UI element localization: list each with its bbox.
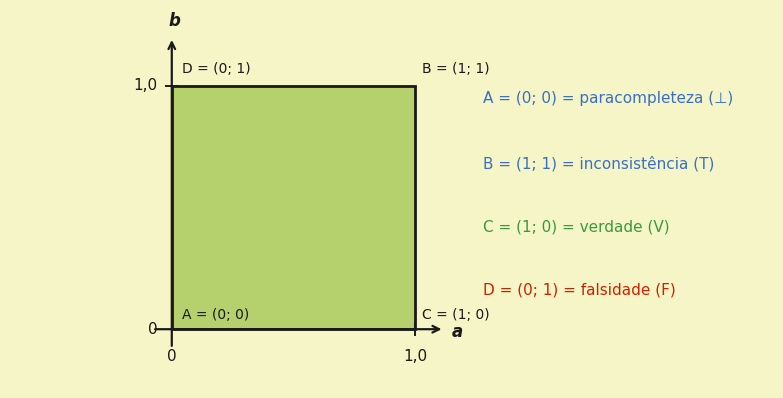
Bar bbox=[171, 86, 415, 329]
Text: b: b bbox=[168, 12, 180, 30]
Text: A = (0; 0): A = (0; 0) bbox=[182, 308, 249, 322]
Text: C = (1; 0): C = (1; 0) bbox=[423, 308, 490, 322]
Text: A = (0; 0) = paracompleteza (⊥): A = (0; 0) = paracompleteza (⊥) bbox=[483, 90, 734, 105]
Text: B = (1; 1) = inconsistência (T): B = (1; 1) = inconsistência (T) bbox=[483, 156, 715, 172]
Text: D = (0; 1) = falsidade (F): D = (0; 1) = falsidade (F) bbox=[483, 283, 676, 298]
Text: 0: 0 bbox=[167, 349, 177, 364]
Text: C = (1; 0) = verdade (V): C = (1; 0) = verdade (V) bbox=[483, 219, 670, 234]
Text: 1,0: 1,0 bbox=[403, 349, 428, 364]
Text: 1,0: 1,0 bbox=[133, 78, 157, 94]
Text: D = (0; 1): D = (0; 1) bbox=[182, 62, 250, 76]
Text: 0: 0 bbox=[147, 322, 157, 337]
Text: a: a bbox=[452, 323, 463, 341]
Text: B = (1; 1): B = (1; 1) bbox=[423, 62, 490, 76]
